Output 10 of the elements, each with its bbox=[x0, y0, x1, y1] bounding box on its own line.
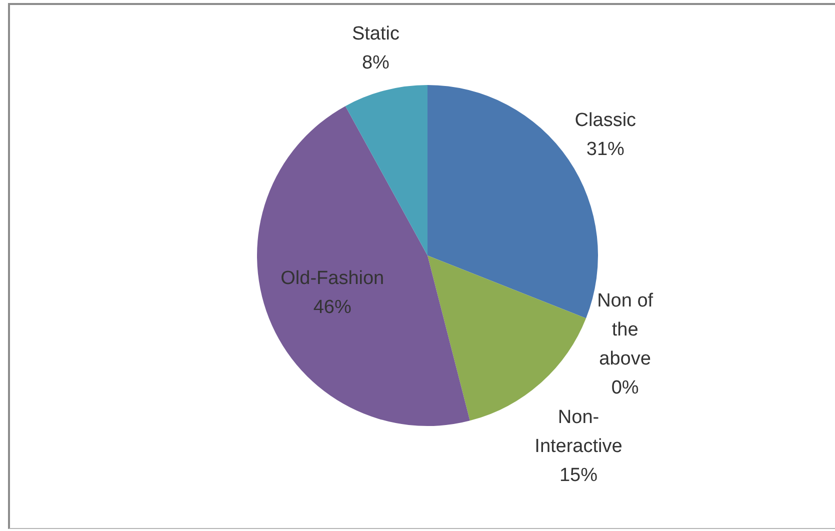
slice-label: Old-Fashion bbox=[280, 268, 384, 289]
slice-label: Static bbox=[352, 23, 400, 44]
category-label: Non of the above bbox=[597, 290, 654, 370]
slice-label: Non-Interactive bbox=[534, 406, 622, 457]
data-label: 8% bbox=[362, 52, 390, 74]
data-label: 31% bbox=[586, 139, 625, 160]
text: 0% bbox=[611, 378, 639, 399]
slice-label: Classic bbox=[574, 110, 636, 132]
data-label: 15% bbox=[559, 464, 598, 486]
data-label: 46% bbox=[313, 296, 352, 318]
